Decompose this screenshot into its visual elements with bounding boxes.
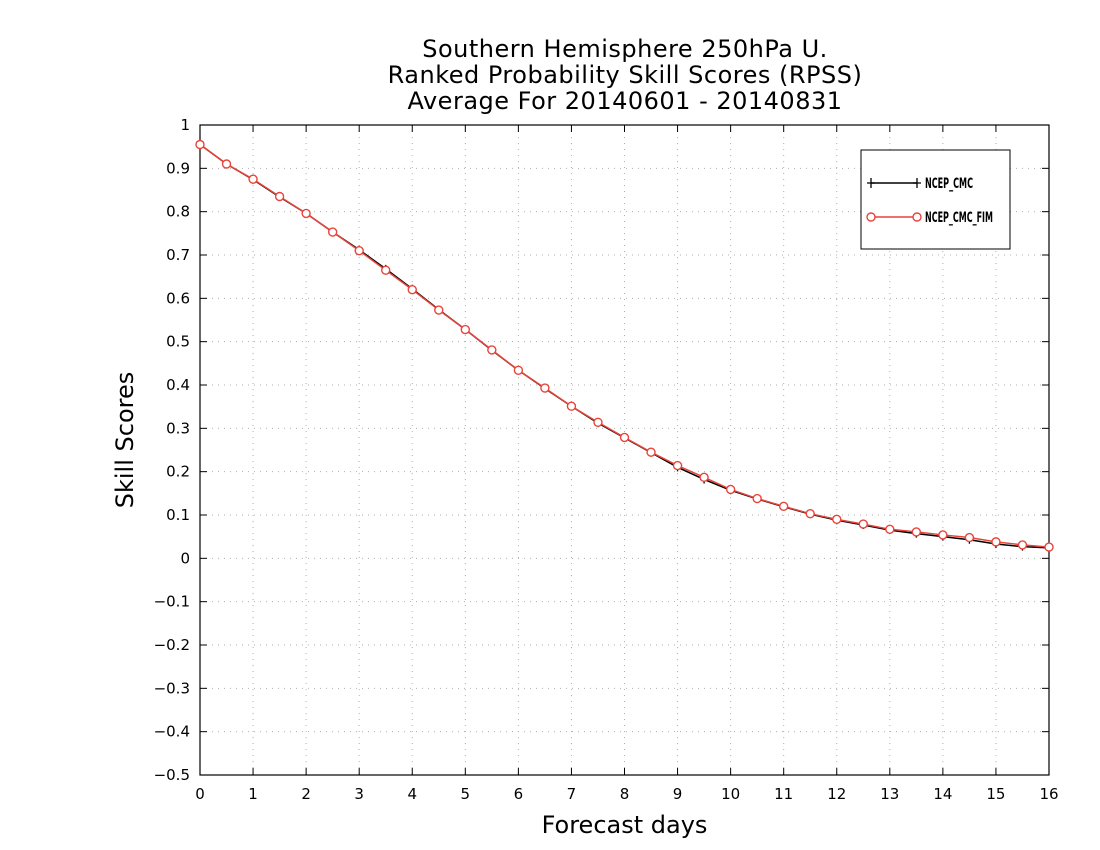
- x-tick-label: 8: [620, 785, 630, 803]
- data-point: [832, 514, 842, 525]
- data-point: [646, 447, 656, 457]
- data-point: [221, 159, 232, 169]
- legend-label: NCEP_CMC_FIM: [925, 210, 993, 226]
- data-point: [354, 245, 364, 256]
- data-point: [407, 284, 417, 295]
- data-point: [619, 432, 630, 443]
- y-tick-label: −0.4: [154, 723, 190, 741]
- data-point: [566, 401, 577, 411]
- x-tick-label: 5: [461, 785, 471, 803]
- x-tick-label: 1: [248, 785, 258, 803]
- y-tick-label: −0.2: [154, 636, 190, 654]
- x-tick-label: 3: [354, 785, 364, 803]
- y-tick-label: 0.2: [166, 463, 190, 481]
- data-point: [1017, 540, 1028, 550]
- grid-lines: [200, 125, 1049, 775]
- data-point: [911, 527, 922, 537]
- y-axis-title: Skill Scores: [111, 372, 139, 509]
- data-point: [274, 191, 285, 202]
- data-point: [752, 493, 762, 504]
- x-tick-label: 4: [407, 785, 417, 803]
- data-point: [778, 501, 789, 512]
- x-tick-label: 7: [567, 785, 577, 803]
- data-point: [938, 530, 948, 540]
- series-layer: [195, 139, 1054, 552]
- legend-marker: [912, 212, 922, 222]
- y-tick-label: −0.3: [154, 679, 190, 697]
- data-point: [805, 509, 815, 519]
- y-tick-label: 0.6: [166, 289, 190, 307]
- legend-marker: [867, 178, 875, 188]
- x-tick-label: 0: [195, 785, 205, 803]
- data-point: [858, 519, 868, 529]
- x-tick-label: 6: [514, 785, 524, 803]
- chart-title-line-1: Southern Hemisphere 250hPa U.: [422, 35, 828, 63]
- data-point: [434, 305, 444, 315]
- legend-box: [860, 149, 1011, 250]
- x-tick-label: 14: [933, 785, 952, 803]
- x-tick-label: 15: [986, 785, 1005, 803]
- legend-label: NCEP_CMC: [925, 176, 973, 192]
- series-ncep-cmc-fim: [195, 139, 1054, 552]
- data-point: [195, 139, 205, 150]
- data-point: [991, 537, 1001, 547]
- y-tick-label: 0.8: [166, 203, 190, 221]
- data-point: [513, 365, 524, 375]
- legend-marker: [913, 178, 921, 188]
- y-tick-label: −0.5: [154, 766, 190, 784]
- data-point: [885, 524, 895, 534]
- data-point: [593, 417, 603, 427]
- data-point: [725, 484, 736, 495]
- x-tick-label: 9: [673, 785, 683, 803]
- legend-marker: [866, 212, 876, 222]
- data-point: [487, 345, 497, 355]
- chart-title-line-2: Ranked Probability Skill Scores (RPSS): [387, 61, 863, 89]
- x-tick-label: 13: [880, 785, 899, 803]
- y-tick-label: −0.1: [154, 593, 190, 611]
- x-tick-label: 12: [827, 785, 846, 803]
- y-tick-label: 0.3: [166, 419, 190, 437]
- x-axis-title: Forecast days: [542, 811, 708, 839]
- y-tick-label: 0.9: [166, 159, 190, 177]
- x-tick-label: 2: [301, 785, 311, 803]
- y-tick-label: 0.1: [166, 506, 190, 524]
- data-point: [248, 174, 258, 184]
- x-tick-label: 16: [1039, 785, 1058, 803]
- y-tick-label: 1: [180, 116, 190, 134]
- data-point: [1044, 542, 1054, 552]
- data-point: [672, 460, 683, 471]
- legend: NCEP_CMC NCEP_CMC_FIM: [860, 149, 1011, 250]
- y-tick-label: 0.7: [166, 246, 190, 264]
- y-tick-label: 0: [180, 549, 190, 567]
- data-point: [301, 208, 311, 219]
- chart-title-line-3: Average For 20140601 - 20140831: [407, 87, 843, 115]
- data-point: [327, 227, 338, 237]
- x-tick-label: 10: [721, 785, 740, 803]
- data-point: [964, 532, 975, 543]
- data-point: [699, 472, 709, 482]
- data-point: [540, 383, 550, 393]
- x-tick-label: 11: [774, 785, 793, 803]
- y-tick-label: 0.4: [166, 376, 190, 394]
- axis-ticks: 0 1 2 3 4 5 6 7 8 9 10 11 12 13 14 15 16−0.5−0.4−0.3−0.2…: [154, 116, 1059, 803]
- data-point: [460, 324, 471, 335]
- data-point: [381, 265, 391, 275]
- y-tick-label: 0.5: [166, 333, 190, 351]
